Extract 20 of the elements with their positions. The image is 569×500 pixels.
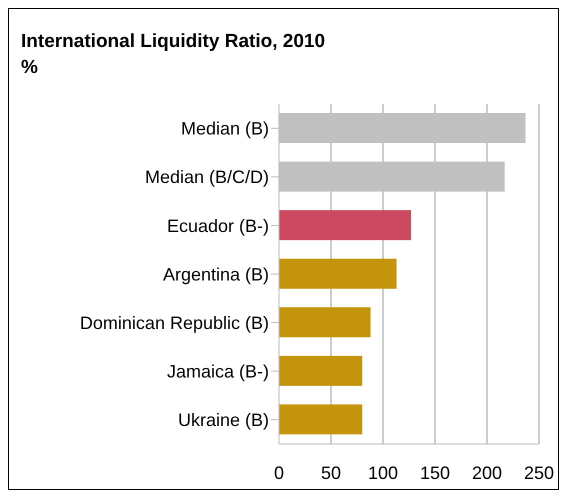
bar bbox=[279, 404, 362, 434]
y-tick-label: Argentina (B) bbox=[162, 264, 269, 284]
bar bbox=[279, 210, 412, 240]
x-tick-label: 0 bbox=[274, 462, 284, 483]
bar bbox=[279, 258, 397, 289]
x-tick-label: 250 bbox=[524, 462, 554, 483]
bar bbox=[279, 307, 371, 338]
x-tick-label: 100 bbox=[368, 462, 398, 483]
y-tick-label: Median (B) bbox=[180, 118, 269, 139]
x-tick-label: 150 bbox=[420, 462, 450, 483]
text: % bbox=[21, 56, 39, 80]
y-tick-label: Ecuador (B-) bbox=[166, 216, 269, 236]
y-tick-label: Dominican Republic (B) bbox=[80, 312, 269, 333]
bar bbox=[279, 356, 362, 386]
y-tick-label: Median (B/C/D) bbox=[144, 167, 269, 188]
x-tick-label: 200 bbox=[472, 462, 502, 483]
chart-title: International Liquidity Ratio, 2010 bbox=[21, 30, 326, 54]
y-tick-label: Jamaica (B-) bbox=[166, 362, 269, 382]
y-tick-label: Ukraine (B) bbox=[178, 410, 269, 430]
x-tick-label: 50 bbox=[320, 462, 342, 483]
